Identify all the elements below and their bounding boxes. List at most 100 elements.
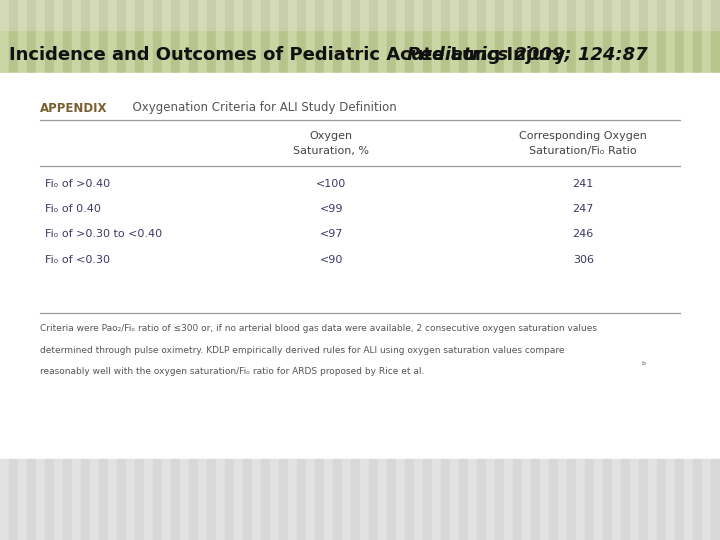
Bar: [657, 459, 666, 540]
Bar: [630, 0, 639, 73]
Bar: [657, 0, 666, 73]
Text: Saturation, %: Saturation, %: [293, 146, 369, 156]
Bar: [333, 0, 342, 30]
Bar: [27, 459, 36, 540]
Bar: [549, 0, 558, 73]
Bar: [549, 0, 558, 30]
Bar: [135, 0, 144, 73]
Bar: [405, 459, 414, 540]
Bar: [126, 459, 135, 540]
Bar: [468, 0, 477, 73]
Bar: [495, 459, 504, 540]
Bar: [504, 0, 513, 73]
Bar: [261, 459, 270, 540]
Bar: [567, 0, 576, 73]
Text: Fiₒ of 0.40: Fiₒ of 0.40: [45, 204, 101, 214]
Bar: [225, 0, 234, 30]
Bar: [180, 459, 189, 540]
Bar: [414, 459, 423, 540]
Bar: [576, 0, 585, 30]
Bar: [702, 459, 711, 540]
Bar: [45, 0, 54, 73]
Bar: [90, 0, 99, 30]
Bar: [261, 0, 270, 30]
Bar: [558, 459, 567, 540]
Bar: [378, 459, 387, 540]
Bar: [459, 459, 468, 540]
Bar: [324, 459, 333, 540]
Bar: [531, 459, 540, 540]
Bar: [522, 0, 531, 30]
Bar: [450, 0, 459, 30]
Bar: [99, 0, 108, 30]
Bar: [369, 0, 378, 73]
Bar: [396, 0, 405, 30]
Bar: [360, 0, 369, 30]
Bar: [342, 0, 351, 73]
Bar: [495, 0, 504, 30]
Bar: [477, 0, 486, 73]
Bar: [216, 0, 225, 73]
Bar: [432, 0, 441, 30]
Bar: [315, 0, 324, 73]
Bar: [666, 459, 675, 540]
Bar: [576, 0, 585, 73]
Bar: [135, 459, 144, 540]
Bar: [333, 459, 342, 540]
Bar: [504, 459, 513, 540]
Bar: [612, 459, 621, 540]
Bar: [225, 459, 234, 540]
Text: Pediatrics 2009; 124:87: Pediatrics 2009; 124:87: [407, 46, 647, 64]
Bar: [513, 0, 522, 73]
Text: Oxygenation Criteria for ALI Study Definition: Oxygenation Criteria for ALI Study Defin…: [125, 102, 396, 114]
Bar: [216, 459, 225, 540]
Bar: [99, 459, 108, 540]
Bar: [81, 0, 90, 30]
Bar: [549, 459, 558, 540]
Bar: [279, 0, 288, 73]
Bar: [108, 0, 117, 30]
Bar: [315, 0, 324, 30]
Bar: [477, 459, 486, 540]
Bar: [378, 0, 387, 73]
Bar: [702, 0, 711, 73]
Bar: [522, 459, 531, 540]
Bar: [468, 459, 477, 540]
Bar: [99, 0, 108, 73]
Bar: [171, 0, 180, 73]
Bar: [81, 0, 90, 73]
Bar: [387, 0, 396, 73]
Bar: [252, 0, 261, 30]
Bar: [594, 0, 603, 30]
Bar: [666, 0, 675, 30]
Bar: [612, 0, 621, 30]
Bar: [522, 0, 531, 73]
Bar: [135, 0, 144, 30]
Bar: [153, 0, 162, 30]
Bar: [423, 0, 432, 73]
Bar: [585, 0, 594, 30]
Bar: [504, 0, 513, 30]
Bar: [333, 0, 342, 73]
Bar: [171, 459, 180, 540]
Bar: [450, 459, 459, 540]
Bar: [612, 0, 621, 73]
Bar: [117, 0, 126, 73]
Bar: [126, 0, 135, 73]
Bar: [639, 459, 648, 540]
Bar: [396, 459, 405, 540]
Bar: [189, 0, 198, 73]
Bar: [72, 459, 81, 540]
Bar: [162, 459, 171, 540]
Bar: [153, 0, 162, 73]
Bar: [324, 0, 333, 30]
Bar: [531, 0, 540, 30]
Text: <90: <90: [320, 255, 343, 265]
Bar: [603, 459, 612, 540]
Bar: [648, 459, 657, 540]
Bar: [486, 0, 495, 30]
Bar: [675, 0, 684, 30]
Bar: [351, 0, 360, 73]
Bar: [540, 0, 549, 30]
Bar: [693, 0, 702, 30]
